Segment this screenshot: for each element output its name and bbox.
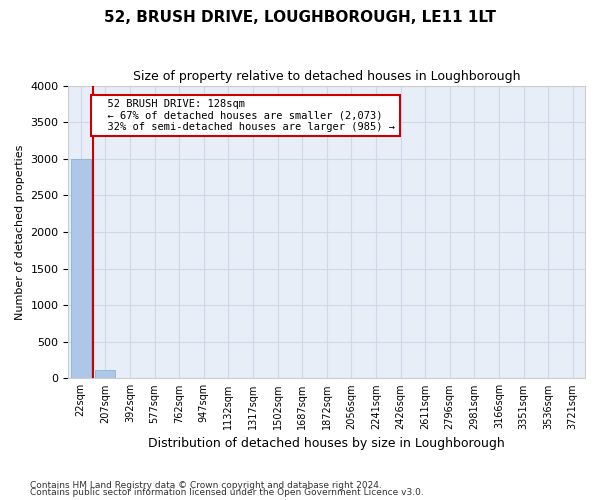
Title: Size of property relative to detached houses in Loughborough: Size of property relative to detached ho… xyxy=(133,70,520,83)
Y-axis label: Number of detached properties: Number of detached properties xyxy=(15,144,25,320)
Text: Contains public sector information licensed under the Open Government Licence v3: Contains public sector information licen… xyxy=(30,488,424,497)
Text: 52 BRUSH DRIVE: 128sqm
  ← 67% of detached houses are smaller (2,073)
  32% of s: 52 BRUSH DRIVE: 128sqm ← 67% of detached… xyxy=(95,98,395,132)
Bar xyxy=(95,370,115,378)
Text: 52, BRUSH DRIVE, LOUGHBOROUGH, LE11 1LT: 52, BRUSH DRIVE, LOUGHBOROUGH, LE11 1LT xyxy=(104,10,496,25)
Text: Contains HM Land Registry data © Crown copyright and database right 2024.: Contains HM Land Registry data © Crown c… xyxy=(30,480,382,490)
Bar xyxy=(71,158,91,378)
X-axis label: Distribution of detached houses by size in Loughborough: Distribution of detached houses by size … xyxy=(148,437,505,450)
